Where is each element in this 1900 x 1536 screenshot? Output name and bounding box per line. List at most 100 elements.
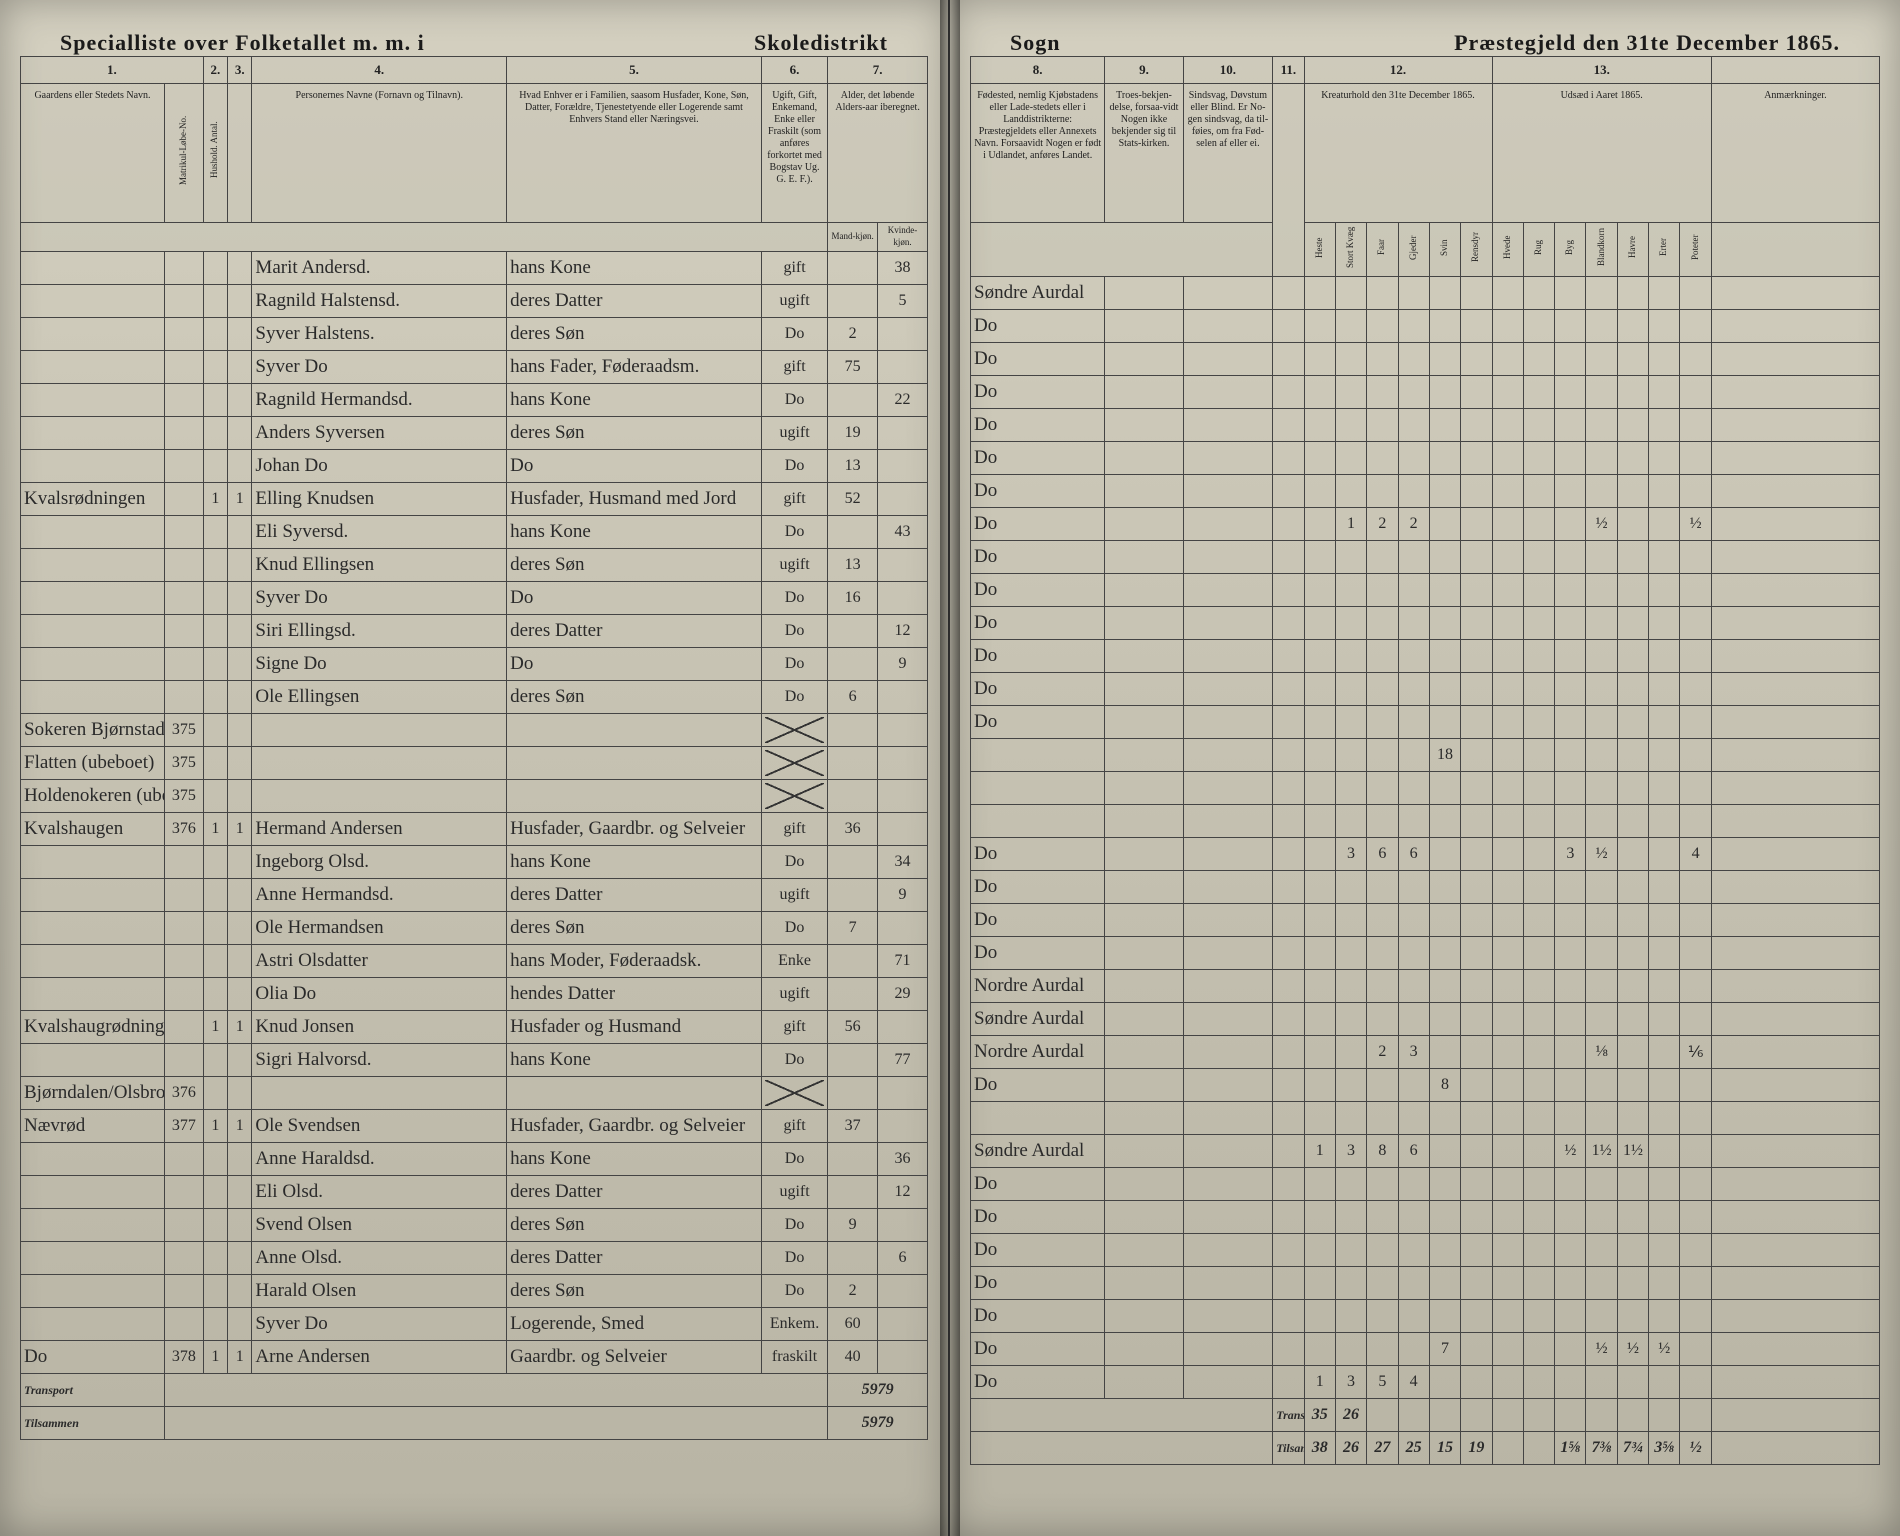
count-cell	[1680, 1234, 1711, 1267]
name-cell: Eli Olsd.	[252, 1176, 507, 1209]
count-cell	[1649, 640, 1680, 673]
count-cell	[1367, 541, 1398, 574]
count-cell	[1586, 871, 1617, 904]
blank-cell	[1273, 1036, 1304, 1069]
count-cell	[1461, 1267, 1492, 1300]
household-cell	[203, 1242, 227, 1275]
count-cell	[1649, 1168, 1680, 1201]
count-cell: ½	[1586, 838, 1617, 871]
household-cell	[203, 285, 227, 318]
household-cell	[203, 252, 227, 285]
count-cell	[1398, 1168, 1429, 1201]
count-cell: 1	[1304, 1366, 1335, 1399]
remarks-cell	[1711, 277, 1879, 310]
condition-cell	[1183, 574, 1273, 607]
count-cell	[1523, 541, 1554, 574]
count-cell	[1586, 640, 1617, 673]
count-cell	[1429, 937, 1460, 970]
count-cell	[1398, 1267, 1429, 1300]
count-cell	[1649, 1201, 1680, 1234]
count-cell	[1367, 904, 1398, 937]
relation-cell: hans Kone	[507, 252, 762, 285]
count-cell	[1304, 673, 1335, 706]
blank-cell	[1273, 706, 1304, 739]
count-cell	[1680, 1069, 1711, 1102]
count-cell: 3	[1335, 1366, 1366, 1399]
table-row: Anne Haraldsd.hans KoneDo36	[21, 1143, 928, 1176]
count-cell	[1461, 739, 1492, 772]
count-cell	[1429, 1135, 1460, 1168]
person-cell	[228, 1143, 252, 1176]
count-cell: 6	[1398, 1135, 1429, 1168]
condition-cell	[1183, 475, 1273, 508]
marital-cell: Do	[761, 912, 827, 945]
household-cell: 1	[203, 813, 227, 846]
age-m-cell	[828, 747, 878, 780]
table-row: Do	[971, 409, 1880, 442]
condition-cell	[1183, 1168, 1273, 1201]
farm-cell: Kvalsrødningen	[21, 483, 165, 516]
faith-cell	[1105, 310, 1183, 343]
age-f-cell	[878, 351, 928, 384]
marital-cell: Do	[761, 846, 827, 879]
table-row: Flatten (ubeboet)375	[21, 747, 928, 780]
name-cell: Johan Do	[252, 450, 507, 483]
col-7a: Mand-kjøn.	[828, 223, 878, 252]
blank-cell	[1273, 607, 1304, 640]
household-cell	[203, 1209, 227, 1242]
count-cell	[1492, 1333, 1523, 1366]
condition-cell	[1183, 1267, 1273, 1300]
age-m-cell: 52	[828, 483, 878, 516]
farm-cell	[21, 648, 165, 681]
count-cell	[1555, 673, 1586, 706]
household-cell	[203, 945, 227, 978]
count-cell	[1398, 805, 1429, 838]
col-1: 1.	[21, 57, 204, 84]
count-cell	[1429, 706, 1460, 739]
page-right: Sogn Præstegjeld den 31te December 1865.…	[950, 0, 1900, 1536]
count-cell	[1617, 376, 1648, 409]
count-cell	[1461, 1069, 1492, 1102]
table-row: Syver DoDoDo16	[21, 582, 928, 615]
lno-cell	[164, 1275, 203, 1308]
count-cell	[1335, 1069, 1366, 1102]
count-cell	[1523, 1069, 1554, 1102]
count-cell	[1429, 574, 1460, 607]
blank-cell	[1273, 1069, 1304, 1102]
farm-cell	[21, 945, 165, 978]
name-cell: Knud Jonsen	[252, 1011, 507, 1044]
livestock-col: Faar	[1367, 223, 1398, 277]
table-row: Do3663½4	[971, 838, 1880, 871]
count-cell	[1335, 409, 1366, 442]
table-row: Do7½½½	[971, 1333, 1880, 1366]
count-cell	[1461, 1168, 1492, 1201]
name-cell: Arne Andersen	[252, 1341, 507, 1374]
faith-cell	[1105, 1300, 1183, 1333]
count-cell	[1617, 706, 1648, 739]
condition-cell	[1183, 805, 1273, 838]
count-cell	[1304, 409, 1335, 442]
table-row: Do122½½	[971, 508, 1880, 541]
age-m-cell	[828, 780, 878, 813]
farm-cell	[21, 384, 165, 417]
count-cell	[1555, 1036, 1586, 1069]
count-cell	[1617, 1201, 1648, 1234]
count-cell	[1523, 805, 1554, 838]
person-cell	[228, 285, 252, 318]
table-row: Do	[971, 871, 1880, 904]
table-row: Søndre Aurdal	[971, 277, 1880, 310]
remarks-cell	[1711, 904, 1879, 937]
table-row: Anders Syversenderes Sønugift19	[21, 417, 928, 450]
count-cell	[1367, 343, 1398, 376]
name-cell: Sigri Halvorsd.	[252, 1044, 507, 1077]
age-m-cell	[828, 1143, 878, 1176]
count-cell	[1367, 1267, 1398, 1300]
count-cell	[1304, 970, 1335, 1003]
birthplace-cell: Søndre Aurdal	[971, 277, 1105, 310]
count-cell	[1335, 1234, 1366, 1267]
col-7-label: Alder, det løbende Alders-aar iberegnet.	[828, 84, 928, 223]
relation-cell: hans Kone	[507, 516, 762, 549]
blank-cell	[1273, 409, 1304, 442]
count-cell	[1586, 541, 1617, 574]
lno-cell	[164, 1044, 203, 1077]
